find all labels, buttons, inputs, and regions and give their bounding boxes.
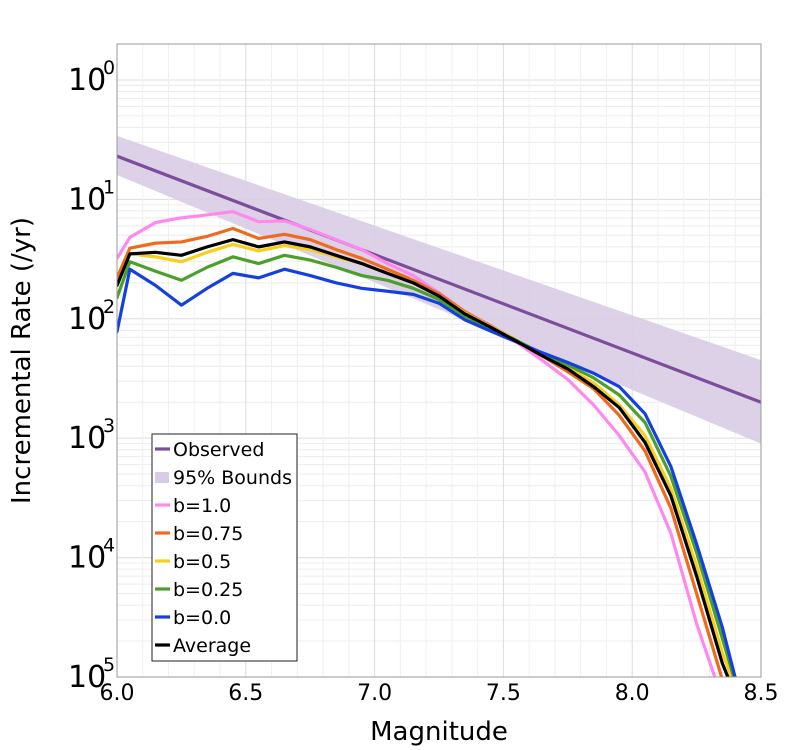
y-tick-label: 101 — [68, 176, 115, 217]
y-tick-exponent: 0 — [103, 57, 115, 79]
legend-label: b=0.5 — [173, 551, 231, 573]
y-tick-label: 104 — [68, 535, 115, 576]
y-tick-exponent: 3 — [103, 415, 115, 437]
plot-frame — [116, 43, 762, 678]
legend-item-observed: Observed — [155, 439, 264, 461]
y-tick-exponent: 1 — [103, 176, 115, 198]
series-line-b-0-75 — [117, 226, 724, 677]
y-tick-label: 100 — [68, 57, 115, 98]
legend-label: 95% Bounds — [173, 467, 292, 489]
y-tick-label: 102 — [68, 296, 115, 337]
x-tick-label: 8.0 — [615, 681, 650, 706]
x-tick-label: 8.5 — [744, 681, 779, 706]
y-tick-base: 10 — [68, 421, 106, 456]
bounds-band — [117, 135, 761, 444]
legend-label: b=0.75 — [173, 523, 243, 545]
legend-label: b=0.0 — [173, 607, 231, 629]
legend-label: b=1.0 — [173, 495, 231, 517]
legend-item-b-0-5: b=0.5 — [155, 551, 231, 573]
legend-item-b-0-0: b=0.0 — [155, 607, 231, 629]
x-tick-label: 6.5 — [228, 681, 263, 706]
series-line-b-0-25 — [117, 253, 736, 677]
x-tick-label: 7.0 — [357, 681, 392, 706]
y-tick-exponent: 2 — [103, 296, 115, 318]
legend-box — [151, 433, 298, 662]
legend-label: b=0.25 — [173, 579, 243, 601]
y-tick-base: 10 — [68, 302, 106, 337]
legend-item-b-1-0: b=1.0 — [155, 495, 231, 517]
y-tick-exponent: 4 — [103, 535, 115, 557]
y-tick-base: 10 — [68, 63, 106, 98]
y-tick-base: 10 — [68, 660, 106, 695]
plot-data — [117, 135, 761, 677]
legend-swatch — [155, 472, 169, 483]
y-tick-exponent: 5 — [103, 654, 115, 676]
series-line-b-0-0 — [117, 267, 737, 677]
legend-label: Observed — [173, 439, 264, 461]
x-axis-title: Magnitude — [370, 717, 508, 747]
legend: Observed 95% Bounds b=1.0 b=0.75 b=0.5 b=0.25… — [151, 433, 298, 662]
y-tick-label: 103 — [68, 415, 115, 456]
legend-item-b-0-25: b=0.25 — [155, 579, 243, 601]
legend-item-average: Average — [155, 635, 251, 657]
legend-item-95-bounds: 95% Bounds — [155, 467, 292, 489]
x-tick-label: 6.0 — [100, 681, 135, 706]
x-tick-label: 7.5 — [486, 681, 521, 706]
y-tick-label: 105 — [68, 654, 115, 695]
series-line-b-1-0 — [117, 209, 717, 677]
series-line-average — [117, 238, 730, 677]
y-axis-title: Incremental Rate (/yr) — [7, 217, 37, 504]
legend-label: Average — [173, 635, 251, 657]
legend-item-b-0-75: b=0.75 — [155, 523, 243, 545]
y-tick-base: 10 — [68, 182, 106, 217]
y-tick-base: 10 — [68, 541, 106, 576]
series-line-observed — [117, 154, 761, 404]
